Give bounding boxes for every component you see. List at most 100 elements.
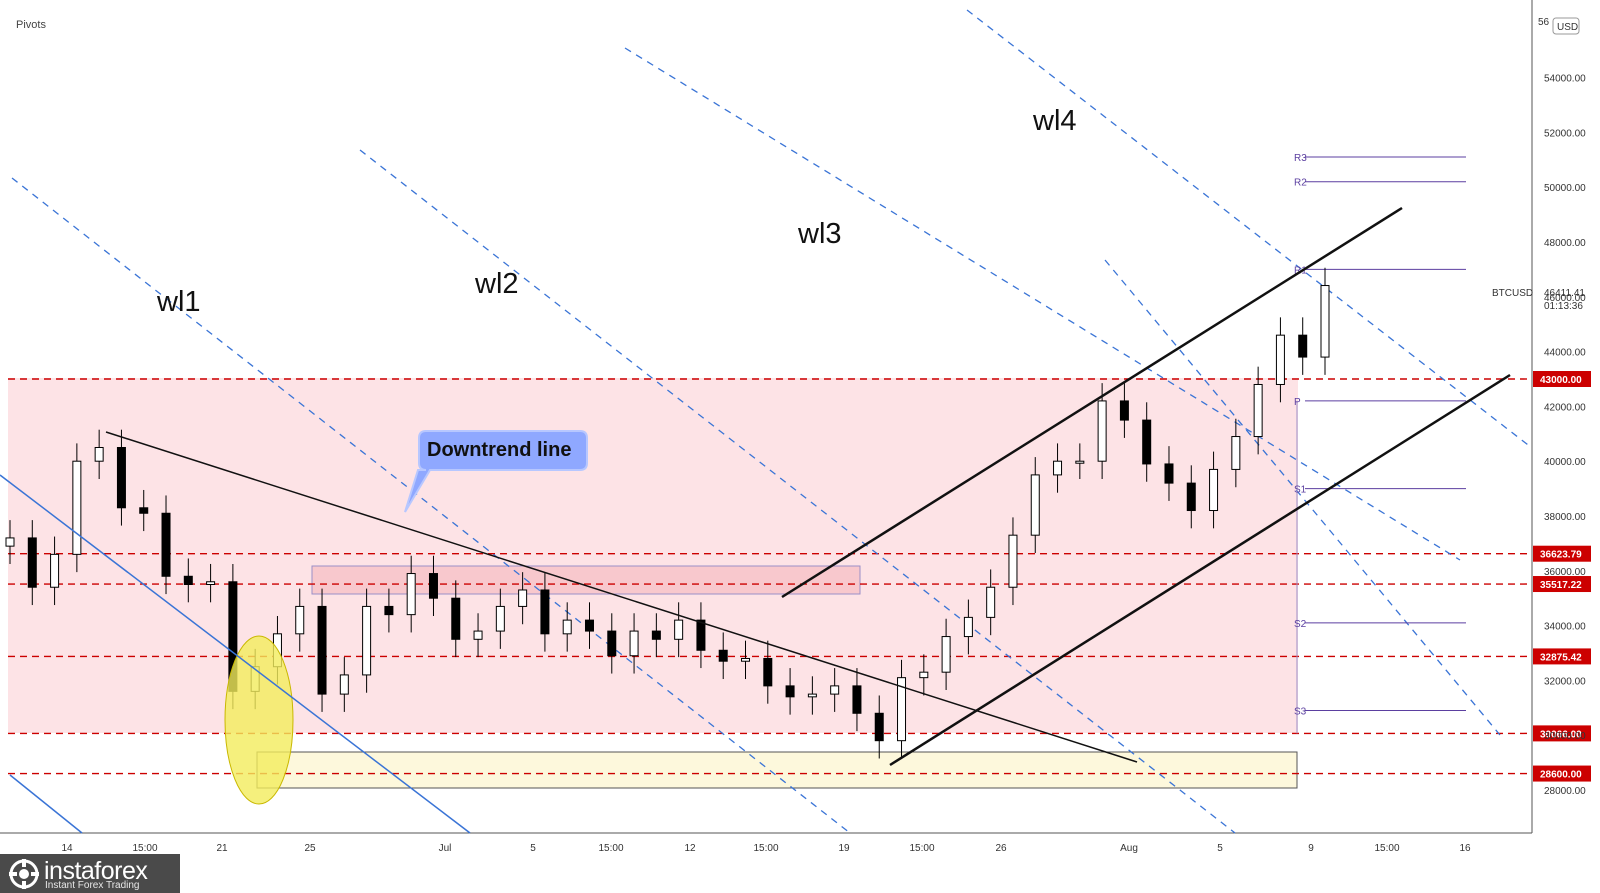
price-tick-label: 34000.00 — [1544, 622, 1586, 633]
candle-body — [607, 630, 617, 657]
wave-lines-group — [11, 9, 1533, 834]
level-tag — [1533, 545, 1591, 562]
candle-body — [161, 512, 171, 577]
channel-lower-line — [889, 373, 1511, 767]
candle-body — [540, 589, 550, 635]
time-tick-label: 9 — [1308, 843, 1314, 854]
price-tick-label: 50000.00 — [1544, 183, 1586, 194]
candle-body — [384, 605, 394, 616]
candle-body — [1275, 334, 1285, 385]
time-tick-label: 15:00 — [909, 843, 934, 854]
candle-body — [428, 573, 438, 599]
candle-body — [1164, 463, 1174, 484]
candle-body — [963, 616, 973, 638]
consolidation-zone — [8, 378, 1298, 733]
blue-trend-line — [0, 474, 471, 834]
pivot-label: P — [1294, 397, 1301, 408]
time-axis-labels: 14 15:00 21 25 Jul 5 15:00 12 15:00 19 15:00 26 Aug 5… — [61, 843, 1471, 854]
wave-label-wl2: wl2 — [474, 268, 519, 300]
price-tick-label: 30000.00 — [1544, 731, 1586, 742]
symbol-label: BTCUSD — [1492, 288, 1533, 299]
candle-body — [830, 685, 840, 695]
candle-body — [1253, 383, 1263, 438]
candle-body — [718, 649, 728, 662]
price-tick-label: 44000.00 — [1544, 348, 1586, 359]
level-tag-label: 28600.00 — [1540, 770, 1582, 781]
candle-body — [27, 537, 37, 588]
wave-label-wl4: wl4 — [1032, 105, 1077, 137]
branding-logo: instaforex Instant Forex Trading — [0, 854, 180, 893]
candle-body — [362, 605, 372, 676]
candle-body — [584, 619, 594, 632]
level-tag-label: 43000.00 — [1540, 375, 1582, 386]
horizontal-levels: 43000.00 36623.79 35517.22 32875.42 30066.00… — [8, 371, 1591, 782]
candle-body — [406, 573, 416, 616]
candle-body — [473, 630, 483, 640]
candle-body — [696, 619, 706, 651]
pivot-label: R3 — [1294, 153, 1307, 164]
time-tick-label: 15:00 — [753, 843, 778, 854]
downtrend-callout: Downtrend line — [404, 430, 588, 513]
time-tick-label: 21 — [216, 843, 228, 854]
candle-body — [874, 712, 884, 742]
candle-body — [295, 605, 305, 635]
pivot-levels: R3R2R1PS1S2S3 — [1294, 153, 1466, 734]
time-tick-label: 19 — [838, 843, 850, 854]
time-tick-label: Aug — [1120, 843, 1138, 854]
currency-badge: USD — [1552, 17, 1580, 35]
time-tick-label: 5 — [1217, 843, 1223, 854]
candle-body — [651, 630, 661, 640]
wave-label-wl3: wl3 — [797, 218, 842, 250]
pivot-label: S2 — [1294, 619, 1307, 630]
candle-body — [495, 605, 505, 632]
candle-body — [1075, 460, 1085, 464]
candle-body — [1186, 482, 1196, 512]
candle-body — [94, 447, 104, 462]
resistance-box — [311, 565, 861, 595]
currency-label: USD — [1557, 22, 1578, 33]
candles-group — [5, 267, 1330, 759]
candle-body — [72, 460, 82, 555]
level-tag-label: 35517.22 — [1540, 580, 1582, 591]
time-tick-label: 14 — [61, 843, 73, 854]
level-tag — [1533, 765, 1591, 782]
brand-tagline: Instant Forex Trading — [45, 880, 140, 891]
price-tick-label: 54000.00 — [1544, 74, 1586, 85]
candle-body — [139, 507, 149, 514]
price-tick-label: 52000.00 — [1544, 128, 1586, 139]
blue-trend-line-lower — [9, 774, 83, 834]
candle-body — [741, 657, 751, 662]
candle-body — [674, 619, 684, 640]
candle-body — [1231, 436, 1241, 470]
price-tick-label: 48000.00 — [1544, 238, 1586, 249]
wave-line — [966, 9, 1533, 449]
candle-body — [785, 685, 795, 698]
candle-body — [807, 693, 817, 698]
callout-text: Downtrend line — [427, 439, 571, 461]
candle-body — [339, 674, 349, 695]
pivot-label: R2 — [1294, 178, 1307, 189]
candle-body — [50, 553, 60, 588]
candle-body — [183, 575, 193, 586]
support-box — [256, 751, 1298, 789]
time-tick-label: 12 — [684, 843, 696, 854]
candle-body — [1298, 334, 1308, 358]
time-tick-label: 16 — [1459, 843, 1471, 854]
candle-body — [116, 447, 126, 509]
candle-body — [317, 605, 327, 695]
time-tick-label: 5 — [530, 843, 536, 854]
price-tick-label: 32000.00 — [1544, 676, 1586, 687]
time-tick-label: Jul — [439, 843, 452, 854]
candle-body — [5, 537, 15, 547]
time-tick-label: 15:00 — [132, 843, 157, 854]
candle-body — [986, 586, 996, 618]
candle-body — [1142, 419, 1152, 465]
candle-body — [1320, 285, 1330, 358]
time-tick-label: 15:00 — [1374, 843, 1399, 854]
brand-name: instaforex — [44, 857, 148, 885]
candle-body — [1119, 400, 1129, 421]
level-tag — [1533, 725, 1591, 742]
level-tag — [1533, 371, 1591, 387]
indicator-label: Pivots — [16, 19, 46, 31]
